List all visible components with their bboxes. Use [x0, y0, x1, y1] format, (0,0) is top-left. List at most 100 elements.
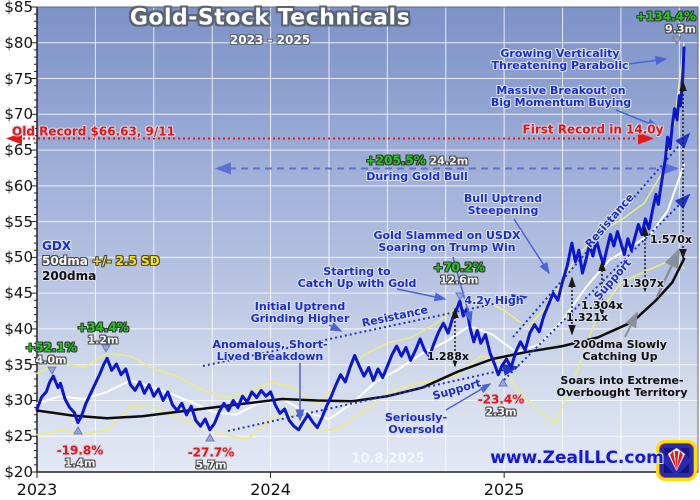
annotation-lines — [6, 132, 691, 432]
move-jan23: +52.1% 4.0m — [25, 340, 77, 367]
initial-support-line — [227, 364, 519, 432]
annotation-arrows — [47, 36, 687, 442]
legend-200dma: 200dma — [42, 269, 97, 283]
y-axis-label: $55 — [4, 212, 33, 231]
move-top-duration: 9.3m — [665, 22, 696, 36]
zeal-url-link[interactable]: www.ZealLLC.com — [490, 448, 664, 468]
steepening-arrow — [513, 218, 550, 275]
series-200dma — [35, 257, 686, 420]
move-oct23-pct: -27.7% — [187, 445, 235, 460]
move-jan23-duration: 4.0m — [35, 353, 67, 367]
move-oct24-pct: +70.2% — [433, 260, 485, 275]
peak-marker-apr23 — [101, 344, 111, 354]
move-dec24: -23.4% 2.3m — [478, 393, 525, 419]
peak-marker-top — [672, 36, 682, 46]
zeal-shell-icon — [668, 448, 685, 471]
peak-marker-oct24 — [455, 292, 465, 302]
multiple-1570x-label: 1.570x — [650, 233, 692, 246]
massive-breakout-line2: Big Momentum Buying — [490, 96, 632, 109]
oversold-arrow — [445, 383, 492, 411]
move-apr23: +34.4% 1.2m — [77, 320, 129, 347]
growing-verticality-label: Growing Verticality Threatening Paraboli… — [491, 48, 628, 72]
plot-area — [37, 7, 698, 472]
growing-verticality-line2: Threatening Parabolic — [491, 59, 629, 72]
y-axis-label: $20 — [4, 463, 33, 481]
x-axis-label: 2024 — [250, 480, 291, 499]
bull-uptrend-line1: Bull Uptrend — [463, 192, 543, 205]
anomalous-line1: Anomalous, Short- — [212, 338, 328, 351]
move-dec24-duration: 2.3m — [485, 405, 517, 419]
trump-arrow — [452, 256, 473, 324]
axis-ticks — [31, 6, 505, 478]
multiple-1304x-label: 1.304x — [581, 299, 623, 312]
bull-uptrend-label: Bull Uptrend Steepening — [464, 193, 542, 217]
catch-up-line2: Catch Up with Gold — [297, 277, 417, 290]
move-jan23-pct: +52.1% — [25, 340, 77, 355]
massive-breakout-label: Massive Breakout on Big Momentum Buying — [491, 85, 631, 109]
overbought-label: Soars into Extreme- Overbought Territory — [557, 375, 688, 399]
dma-slowly-line1: 200dma Slowly — [573, 338, 667, 351]
move-oct24: +70.2% 12.6m — [433, 260, 485, 287]
y-axis-label: $60 — [4, 176, 33, 195]
overbought-line2: Overbought Territory — [556, 386, 688, 399]
y-axis-label: $50 — [4, 248, 33, 267]
trump-win-line1: Gold Slammed on USDX — [373, 229, 521, 242]
steep-support-line — [503, 193, 691, 381]
trump-win-line2: Soaring on Trump Win — [378, 241, 516, 254]
y-axis-label: $40 — [4, 319, 33, 338]
y-axis-label: $85 — [4, 0, 33, 16]
growing-verticality-line1: Growing Verticality — [500, 47, 620, 60]
multiple-1307x-label: 1.307x — [622, 277, 664, 290]
trough-marker-dec24 — [498, 377, 508, 387]
initial-uptrend-line1: Initial Uptrend — [254, 300, 346, 313]
y-axis-label: $35 — [4, 355, 33, 374]
multiple-1288x-label: 1.288x — [427, 350, 469, 363]
y-axis-label: $75 — [4, 69, 33, 88]
move-oct23-duration: 5.7m — [195, 458, 227, 472]
first-record-label: First Record in 14.0y — [522, 122, 664, 137]
move-mar23-duration: 1.4m — [64, 456, 96, 470]
initial-resistance-line — [202, 294, 528, 367]
initial-uptrend-arrow — [328, 322, 343, 332]
y-axis-label: $25 — [4, 427, 33, 446]
trough-marker-oct23 — [205, 432, 215, 442]
multiple-1321x-label: 1.321x — [566, 311, 608, 324]
peak-marker-jan23 — [47, 366, 57, 376]
series--2-5sd-band — [36, 260, 685, 440]
catch-up-line1: Starting to — [323, 265, 391, 278]
move-oct23: -27.7% 5.7m — [187, 445, 235, 472]
gdx-price-line — [35, 46, 686, 432]
trump-win-label: Gold Slammed on USDX Soaring on Trump Wi… — [374, 230, 521, 254]
during-gold-bull-label: During Gold Bull — [366, 170, 468, 183]
initial-uptrend-label: Initial Uptrend Grinding Higher — [251, 301, 350, 325]
anomalous-line2: Lived Breakdown — [216, 350, 324, 363]
oversold-line1: Seriously- — [384, 411, 448, 424]
dma-slowly-line2: Catching Up — [582, 350, 658, 363]
series--2-5sd-band — [36, 42, 685, 406]
x-axis-label: 2023 — [16, 480, 58, 499]
massive-breakout-line1: Massive Breakout on — [496, 84, 626, 97]
legend-symbol: GDX — [42, 239, 72, 253]
move-top: +134.4% 9.3m — [636, 10, 696, 36]
legend-50dma: 50dma — [42, 254, 88, 268]
y-axis-label: $70 — [4, 105, 33, 124]
y-axis-label: $65 — [4, 141, 33, 160]
chart-date-watermark: 10.8.2025 — [351, 451, 425, 467]
x-axis-label: 2025 — [483, 480, 525, 499]
legend-band: +/- 2.5 SD — [92, 254, 160, 268]
initial-uptrend-line2: Grinding Higher — [250, 312, 350, 325]
overbought-line1: Soars into Extreme- — [560, 374, 684, 387]
y-axis-label: $80 — [4, 33, 33, 52]
move-apr23-pct: +34.4% — [77, 320, 129, 335]
dma-catchup-arrow-2 — [655, 247, 681, 298]
chart-title: Gold-Stock Technicals — [129, 5, 411, 31]
dma-catchup-arrow — [624, 311, 638, 338]
chart-subtitle: 2023 - 2025 — [229, 33, 311, 47]
growing-verticality-arrow — [620, 55, 668, 66]
oversold-line2: Oversold — [388, 423, 444, 436]
42y-high-label: 4.2y High — [464, 294, 524, 307]
gold-bull-gain-label: +205.5% 24.2m — [366, 154, 469, 168]
old-record-label: Old Record $66.63, 9/11 — [12, 124, 175, 139]
